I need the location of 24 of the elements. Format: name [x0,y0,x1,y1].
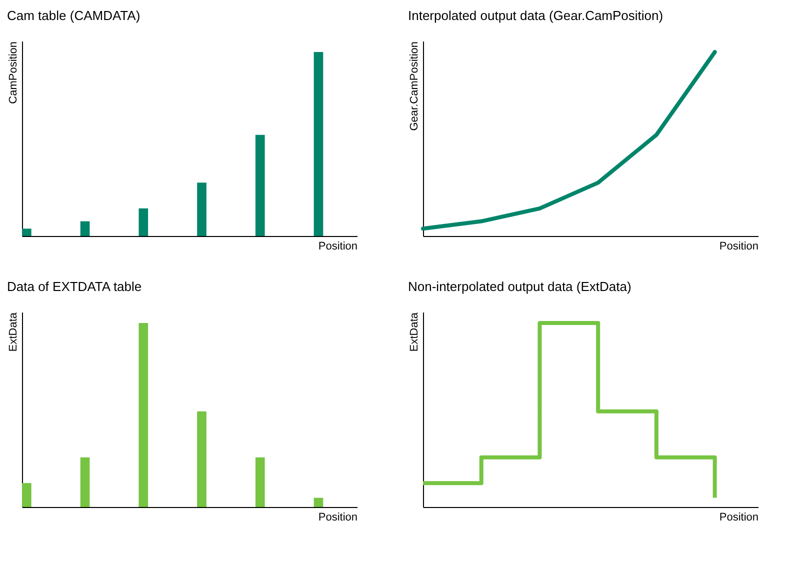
bar [197,182,206,236]
x-axis-title: Position [719,240,758,252]
chart-title: Interpolated output data (Gear.CamPosition) [408,8,664,23]
bar [22,228,32,236]
bar [80,221,90,236]
y-axis-title: ExtData [408,312,420,352]
bar [314,498,324,507]
x-axis-title: Position [318,512,358,524]
y-axis-title: ExtData [8,312,20,352]
bar [22,483,32,507]
chart-title: Non-interpolated output data (ExtData) [408,279,632,294]
chart-title: Data of EXTDATA table [7,279,142,294]
chart-title: Cam table (CAMDATA) [7,8,140,23]
bar [314,52,324,236]
bar [80,457,90,507]
bar [255,457,265,507]
y-axis-title: CamPosition [8,42,20,104]
bar [197,411,206,507]
x-axis-title: Position [719,512,758,524]
bar [138,323,148,507]
bar [255,134,265,236]
bar [138,208,148,236]
y-axis-title: Gear.CamPosition [408,42,420,131]
x-axis-title: Position [318,240,358,252]
